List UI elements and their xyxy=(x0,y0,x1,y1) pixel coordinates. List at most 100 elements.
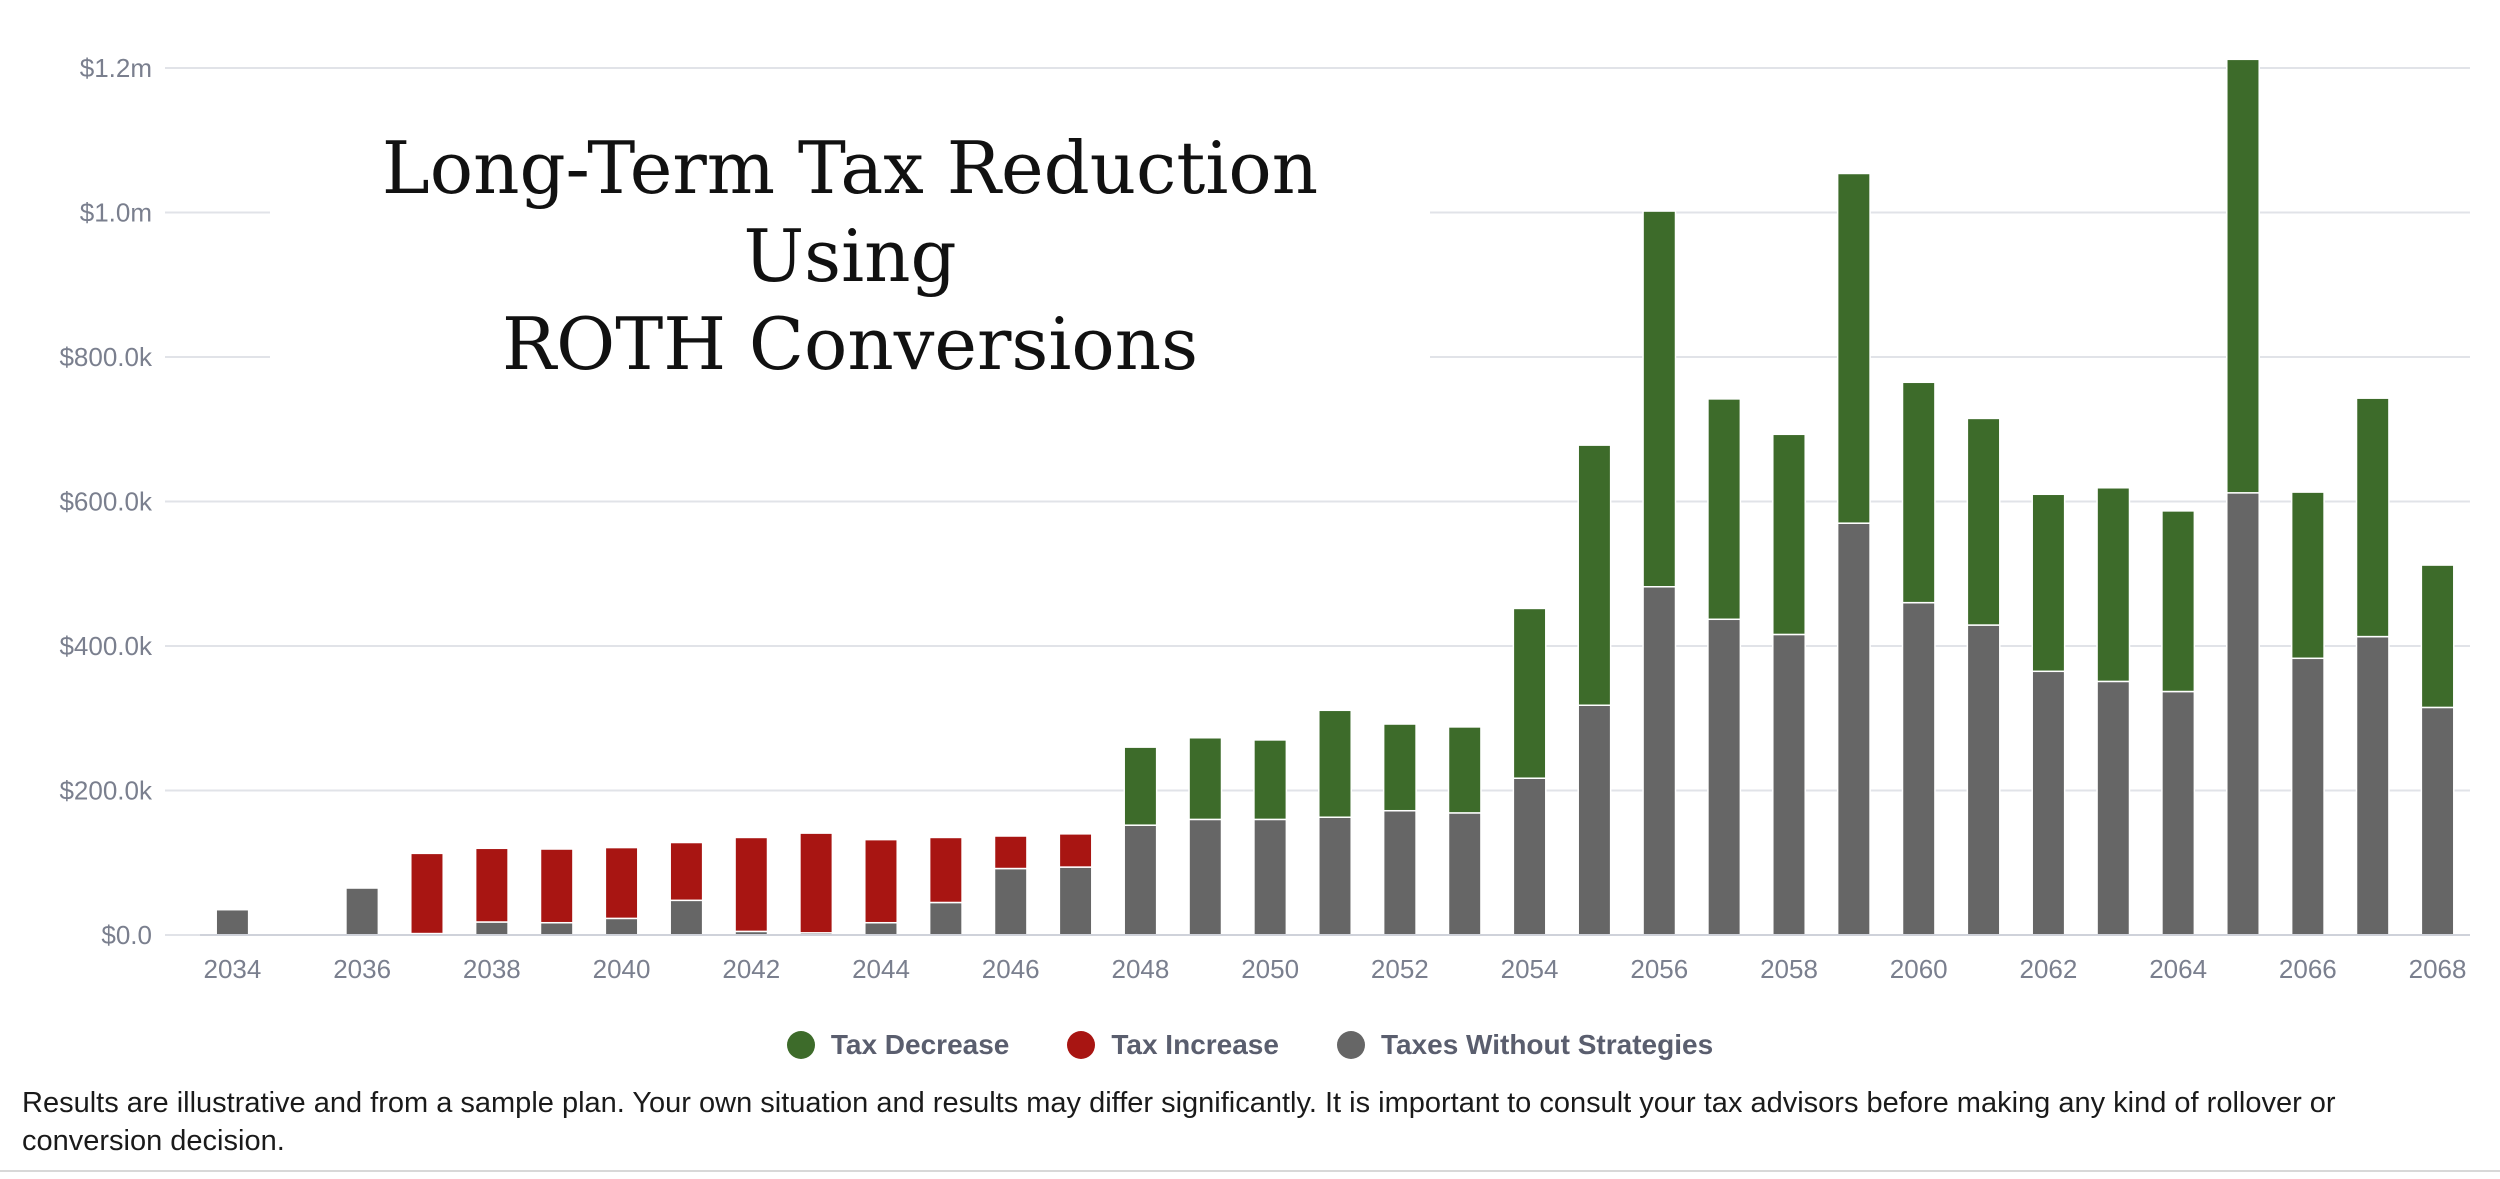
bar-segment-tax-increase-2043[interactable] xyxy=(799,832,834,934)
chart-title-line-1: Long-Term Tax Reduction Using xyxy=(381,126,1319,298)
bar-segment-tax-increase-2044[interactable] xyxy=(864,838,898,924)
legend-dot-tax-increase-icon xyxy=(1067,1031,1096,1059)
bar-segment-tax-increase-2037[interactable] xyxy=(410,852,444,935)
bar-segment-tax-decrease-2050[interactable] xyxy=(1253,739,1288,821)
x-tick-label: 2064 xyxy=(2149,954,2207,984)
x-tick-label: 2060 xyxy=(1890,954,1948,984)
disclaimer-footnote: Results are illustrative and from a samp… xyxy=(22,1087,2336,1157)
bar-segment-taxes-without-strategies-2041[interactable] xyxy=(669,899,704,936)
bar-segment-taxes-without-strategies-2034[interactable] xyxy=(215,908,250,936)
x-tick-label: 2042 xyxy=(722,954,780,984)
bar-segment-tax-decrease-2059[interactable] xyxy=(1836,172,1871,524)
bar-segment-tax-decrease-2052[interactable] xyxy=(1382,723,1417,812)
bar-segment-taxes-without-strategies-2036[interactable] xyxy=(345,887,380,936)
bar-segment-tax-increase-2042[interactable] xyxy=(734,836,769,933)
bar-segment-tax-decrease-2064[interactable] xyxy=(2161,510,2196,693)
bar-segment-taxes-without-strategies-2056[interactable] xyxy=(1642,586,1677,936)
bar-segment-tax-decrease-2051[interactable] xyxy=(1318,709,1352,818)
bar-segment-tax-increase-2041[interactable] xyxy=(669,841,704,902)
y-tick-label: $200.0k xyxy=(59,776,153,806)
bar-segment-taxes-without-strategies-2048[interactable] xyxy=(1123,824,1158,936)
bar-segment-tax-decrease-2056[interactable] xyxy=(1642,210,1677,588)
bar-segment-taxes-without-strategies-2065[interactable] xyxy=(2226,492,2260,936)
y-tick-label: $800.0k xyxy=(59,342,153,372)
bar-segment-tax-decrease-2048[interactable] xyxy=(1123,746,1158,826)
bar-segment-taxes-without-strategies-2057[interactable] xyxy=(1707,618,1742,936)
legend-label-tax-increase: Tax Increase xyxy=(1111,1029,1279,1060)
bar-segment-tax-increase-2039[interactable] xyxy=(539,848,574,924)
legend-item-tax-increase[interactable]: Tax Increase xyxy=(1067,1029,1279,1061)
bar-segment-taxes-without-strategies-2066[interactable] xyxy=(2290,657,2325,936)
bar-segment-tax-increase-2040[interactable] xyxy=(604,846,639,920)
bar-segment-taxes-without-strategies-2040[interactable] xyxy=(604,917,639,936)
x-tick-label: 2054 xyxy=(1501,954,1559,984)
x-tick-label: 2058 xyxy=(1760,954,1818,984)
bars xyxy=(215,58,2455,936)
bar-segment-tax-decrease-2062[interactable] xyxy=(2031,493,2066,673)
bar-segment-taxes-without-strategies-2068[interactable] xyxy=(2420,706,2455,936)
x-tick-label: 2050 xyxy=(1241,954,1299,984)
legend-dot-taxes-without-strategies-icon xyxy=(1336,1031,1365,1059)
bar-segment-tax-decrease-2067[interactable] xyxy=(2355,397,2390,638)
legend-item-taxes-without-strategies[interactable]: Taxes Without Strategies xyxy=(1336,1029,1714,1061)
bar-segment-taxes-without-strategies-2058[interactable] xyxy=(1772,633,1806,936)
bar-segment-taxes-without-strategies-2059[interactable] xyxy=(1836,522,1871,936)
bar-segment-tax-decrease-2060[interactable] xyxy=(1901,381,1936,604)
bar-segment-taxes-without-strategies-2054[interactable] xyxy=(1512,777,1547,936)
y-tick-label: $400.0k xyxy=(59,631,153,661)
bar-segment-taxes-without-strategies-2046[interactable] xyxy=(993,867,1028,936)
bar-segment-tax-increase-2045[interactable] xyxy=(928,836,963,904)
y-tick-label: $1.0m xyxy=(80,198,152,228)
y-tick-label: $0.0 xyxy=(101,920,152,950)
bar-segment-taxes-without-strategies-2062[interactable] xyxy=(2031,670,2066,936)
legend-dot-tax-decrease-icon xyxy=(786,1031,815,1059)
x-tick-label: 2036 xyxy=(333,954,391,984)
bar-segment-taxes-without-strategies-2045[interactable] xyxy=(928,901,963,936)
bar-segment-taxes-without-strategies-2053[interactable] xyxy=(1447,812,1482,936)
bar-chart: $0.0 $200.0k $400.0k $600.0k $800.0k $1.0m $1.… xyxy=(59,53,2470,984)
bar-segment-taxes-without-strategies-2049[interactable] xyxy=(1188,818,1223,936)
bar-segment-taxes-without-strategies-2038[interactable] xyxy=(474,921,509,936)
bar-segment-tax-decrease-2058[interactable] xyxy=(1772,433,1806,636)
x-tick-label: 2044 xyxy=(852,954,910,984)
bar-segment-tax-decrease-2053[interactable] xyxy=(1447,726,1482,814)
bar-segment-tax-decrease-2049[interactable] xyxy=(1188,737,1223,821)
bar-segment-tax-decrease-2061[interactable] xyxy=(1966,417,2001,626)
bar-segment-taxes-without-strategies-2039[interactable] xyxy=(539,921,574,936)
bar-segment-tax-decrease-2054[interactable] xyxy=(1512,607,1547,779)
bar-segment-tax-increase-2047[interactable] xyxy=(1058,833,1093,868)
bar-segment-tax-decrease-2066[interactable] xyxy=(2290,491,2325,660)
bar-segment-taxes-without-strategies-2050[interactable] xyxy=(1253,818,1288,936)
bar-segment-tax-decrease-2055[interactable] xyxy=(1577,444,1612,706)
chart-area: $0.0 $200.0k $400.0k $600.0k $800.0k $1.0m $1.… xyxy=(59,53,2470,984)
bar-segment-tax-decrease-2065[interactable] xyxy=(2226,58,2260,494)
bar-segment-taxes-without-strategies-2061[interactable] xyxy=(1966,624,2001,936)
bar-segment-taxes-without-strategies-2067[interactable] xyxy=(2355,635,2390,936)
legend-label-taxes-without-strategies: Taxes Without Strategies xyxy=(1380,1029,1714,1060)
bar-segment-taxes-without-strategies-2044[interactable] xyxy=(864,921,898,936)
x-tick-label: 2034 xyxy=(204,954,262,984)
legend-label-tax-decrease: Tax Decrease xyxy=(830,1029,1010,1060)
x-tick-label: 2068 xyxy=(2409,954,2467,984)
bar-segment-taxes-without-strategies-2063[interactable] xyxy=(2096,680,2131,936)
axis-labels: $0.0 $200.0k $400.0k $600.0k $800.0k $1.0m $1.… xyxy=(59,53,2470,984)
legend-item-tax-decrease[interactable]: Tax Decrease xyxy=(786,1029,1010,1061)
bar-segment-taxes-without-strategies-2060[interactable] xyxy=(1901,601,1936,936)
bar-segment-taxes-without-strategies-2051[interactable] xyxy=(1318,816,1352,936)
bar-segment-tax-increase-2046[interactable] xyxy=(993,835,1028,870)
bar-segment-tax-decrease-2057[interactable] xyxy=(1707,398,1742,621)
bar-segment-tax-increase-2038[interactable] xyxy=(474,847,509,923)
x-tick-label: 2040 xyxy=(593,954,651,984)
x-tick-label: 2066 xyxy=(2279,954,2337,984)
bar-segment-tax-decrease-2068[interactable] xyxy=(2420,564,2455,709)
bar-segment-taxes-without-strategies-2047[interactable] xyxy=(1058,866,1093,936)
bar-segment-taxes-without-strategies-2064[interactable] xyxy=(2161,690,2196,936)
bottom-divider xyxy=(0,1170,2500,1172)
chart-title: Long-Term Tax Reduction Using ROTH Conve… xyxy=(270,115,1430,399)
bar-segment-taxes-without-strategies-2052[interactable] xyxy=(1382,809,1417,936)
y-tick-label: $1.2m xyxy=(80,53,152,83)
bar-segment-tax-decrease-2063[interactable] xyxy=(2096,487,2131,683)
bar-segment-taxes-without-strategies-2055[interactable] xyxy=(1577,704,1612,936)
chart-legend: Tax Decrease Tax Increase Taxes Without … xyxy=(0,1023,2500,1067)
chart-title-line-2: ROTH Conversions xyxy=(501,301,1199,386)
